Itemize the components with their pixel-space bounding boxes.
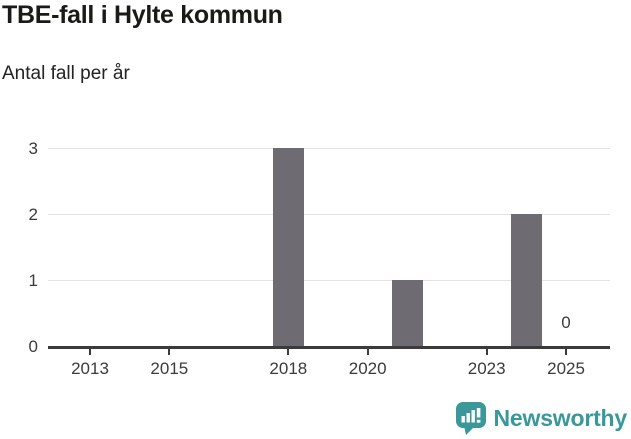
x-axis-tick-label: 2020 bbox=[348, 359, 387, 378]
bar-value-label: 0 bbox=[561, 313, 571, 332]
gridline-y-2 bbox=[48, 214, 610, 215]
newsworthy-logo: Newsworthy bbox=[455, 402, 628, 435]
x-axis-tick-label: 2013 bbox=[71, 359, 109, 378]
gridline-y-3 bbox=[48, 148, 610, 149]
y-axis-tick-label: 3 bbox=[28, 139, 38, 158]
x-axis-tick-label: 2015 bbox=[150, 359, 189, 378]
y-axis-tick-label: 2 bbox=[28, 205, 38, 224]
x-axis-tick bbox=[287, 348, 290, 355]
bar-2021 bbox=[391, 280, 423, 346]
y-axis-tick-label: 1 bbox=[28, 271, 38, 290]
newsworthy-bar-chart-bubble-icon bbox=[455, 402, 486, 435]
x-axis-line bbox=[48, 346, 610, 349]
x-axis-tick bbox=[485, 348, 488, 355]
x-axis-tick-label: 2023 bbox=[467, 359, 506, 378]
y-axis-tick-label: 0 bbox=[28, 337, 38, 356]
brand-name: Newsworthy bbox=[493, 405, 628, 431]
x-axis-tick bbox=[168, 348, 171, 355]
x-axis-tick-label: 2018 bbox=[269, 359, 308, 378]
chart-title: TBE-fall i Hylte kommun bbox=[2, 1, 283, 29]
bar-2024 bbox=[510, 214, 542, 346]
x-axis-tick bbox=[565, 348, 568, 355]
bar-2018 bbox=[272, 148, 304, 346]
chart-subtitle: Antal fall per år bbox=[2, 63, 130, 84]
x-axis-tick-label: 2025 bbox=[547, 359, 585, 378]
gridline-y-1 bbox=[48, 280, 610, 281]
x-axis-tick bbox=[366, 348, 369, 355]
x-axis-tick bbox=[89, 348, 91, 355]
